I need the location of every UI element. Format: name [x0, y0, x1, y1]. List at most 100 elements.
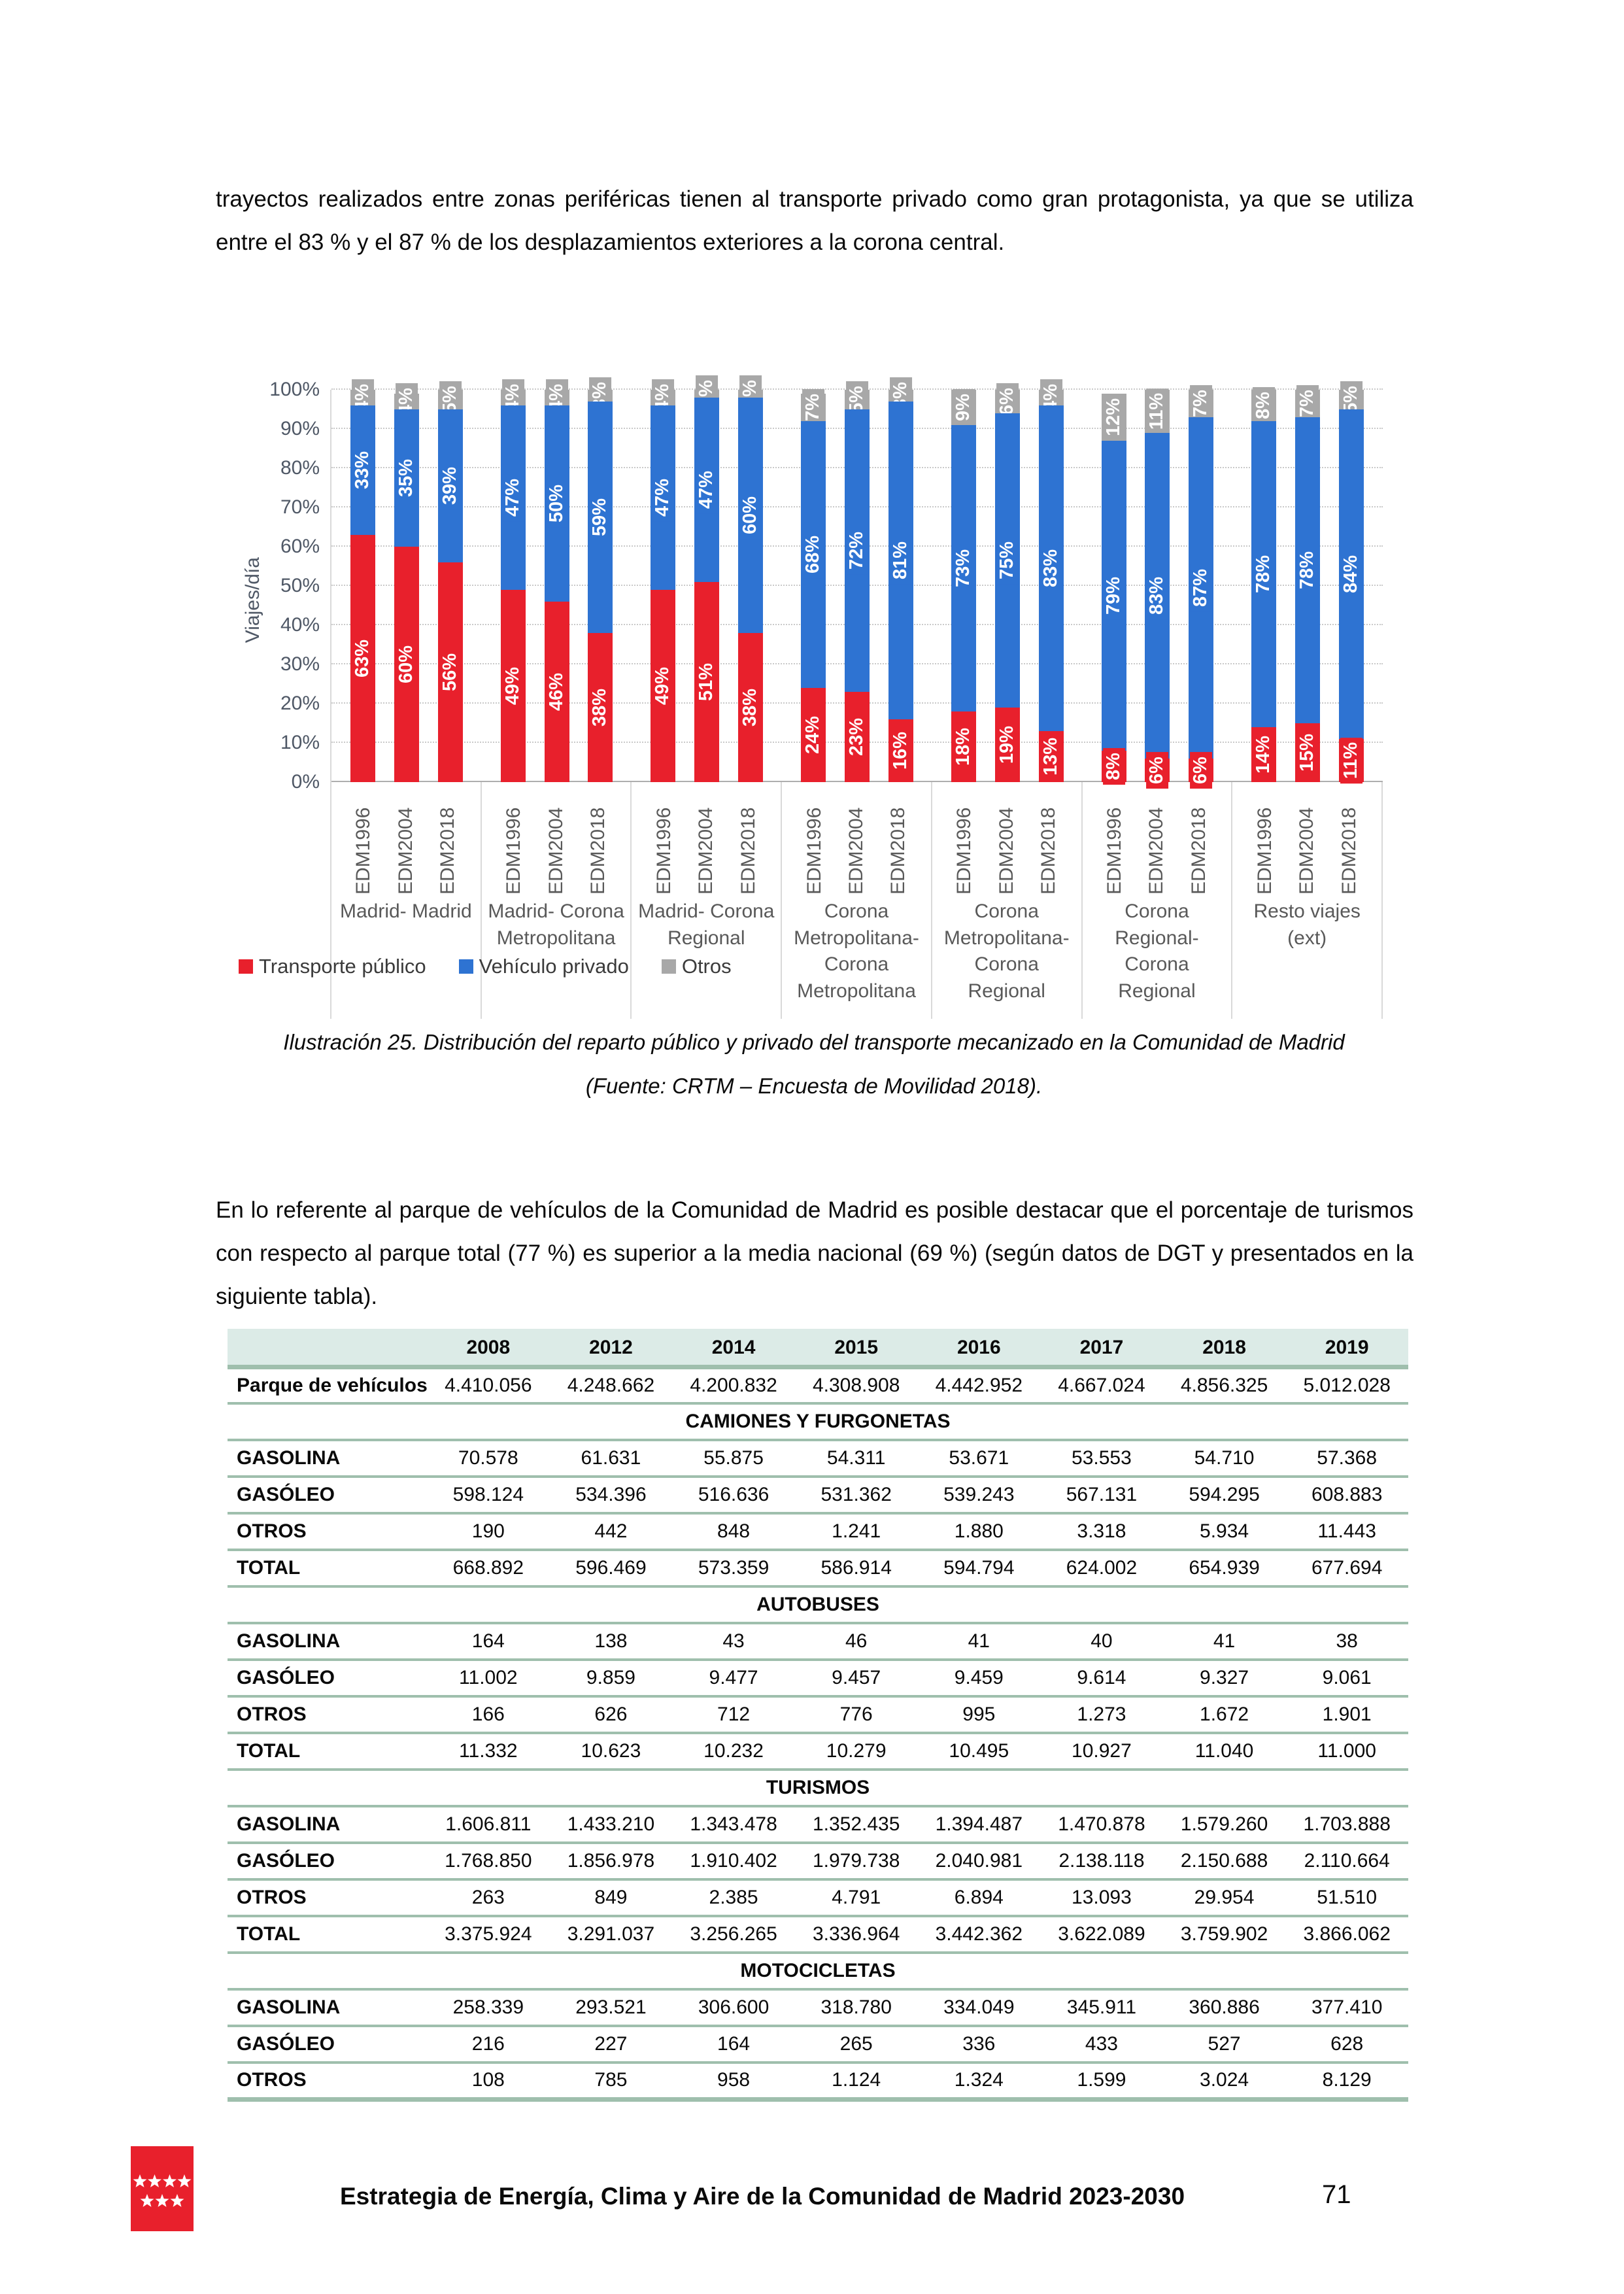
- segment-label: 9%: [952, 389, 975, 426]
- y-tick-label: 10%: [280, 732, 320, 753]
- segment-otros: 5%: [437, 381, 463, 418]
- x-tick-label: EDM1996: [1253, 807, 1276, 895]
- year-header: 2016: [956, 1337, 1001, 1359]
- segment-label: 11%: [1146, 388, 1169, 435]
- edm-labels: EDM1996 EDM2004 EDM2018: [1083, 782, 1232, 895]
- section-row: AUTOBUSES: [228, 1586, 1408, 1623]
- flag-background: [131, 2146, 194, 2231]
- table-cell: 51.510: [1317, 1887, 1378, 1908]
- x-group: EDM1996 EDM2004 EDM2018 Corona Metropolitan…: [782, 782, 932, 1019]
- table-cell: 216: [471, 2033, 505, 2055]
- section-title: CAMIONES Y FURGONETAS: [685, 1411, 951, 1432]
- stacked-bar: 5% 72% 23%: [845, 381, 870, 782]
- year-header: 2018: [1202, 1337, 1246, 1359]
- legend-swatch-otros: [661, 959, 676, 974]
- row-label: GASÓLEO: [237, 1484, 335, 1505]
- table-cell: 108: [471, 2069, 505, 2091]
- segment-otros: 7%: [1189, 385, 1214, 422]
- table-cell: 9.477: [709, 1667, 758, 1688]
- table-cell: 1.433.210: [567, 1813, 655, 1835]
- transport-distribution-chart: Viajes/día 0% 10% 20% 30% 40% 50% 60% 70% 80% 90%…: [235, 361, 1406, 1035]
- table-cell: 1.470.878: [1058, 1813, 1145, 1835]
- segment-label: 60%: [395, 640, 418, 689]
- table-cell: 785: [594, 2069, 628, 2091]
- table-row: OTROS 108 785 958 1.124 1.324 1.599 3.024 8.129: [228, 2063, 1408, 2099]
- table-cell: 336: [962, 2033, 996, 2055]
- table-cell: 11.443: [1317, 1520, 1376, 1542]
- table-row: Parque de vehículos 4.410.056 4.248.662 4.2…: [228, 1367, 1408, 1403]
- segment-privado: 83%: [1145, 433, 1170, 759]
- x-tick-label: EDM1996: [1104, 807, 1126, 895]
- segment-otros: 4%: [544, 379, 569, 416]
- x-tick-label: EDM1996: [503, 807, 525, 895]
- edm-labels: EDM1996 EDM2004 EDM2018: [482, 782, 631, 895]
- row-label: Parque de vehículos: [237, 1374, 428, 1396]
- bar-group: 4% 47% 49% 4% 50% 46% 3% 59% 38%: [482, 377, 632, 782]
- stacked-bar: 5% 84% 11%: [1339, 381, 1364, 784]
- bar-group: 4% 33% 63% 4% 35% 60% 5% 39% 56%: [331, 379, 482, 782]
- table-cell: 190: [471, 1520, 505, 1542]
- segment-privado: 47%: [500, 405, 526, 590]
- segment-label: 38%: [739, 683, 762, 732]
- segment-privado: 83%: [1038, 405, 1064, 731]
- row-label: OTROS: [237, 1520, 307, 1542]
- x-tick-label: EDM2018: [737, 807, 759, 895]
- x-group: EDM1996 EDM2004 EDM2018 Madrid- Madrid: [330, 782, 482, 1019]
- segment-label: 46%: [545, 668, 568, 716]
- table-cell: 360.886: [1189, 1996, 1260, 2018]
- table-cell: 3.759.902: [1180, 1923, 1268, 1945]
- x-tick-label: EDM1996: [652, 807, 675, 895]
- year-header: 2019: [1325, 1337, 1369, 1359]
- section-row: MOTOCICLETAS: [228, 1953, 1408, 1989]
- table-cell: 11.002: [459, 1667, 518, 1688]
- segment-privado: 81%: [888, 402, 913, 719]
- bar-group: 9% 73% 18% 6% 75% 19% 4% 83% 13%: [932, 379, 1083, 782]
- segment-privado: 87%: [1189, 417, 1214, 759]
- table-cell: 9.859: [586, 1667, 635, 1688]
- segment-publico: 6%: [1145, 752, 1170, 789]
- segment-otros: 2%: [738, 375, 764, 412]
- y-tick-label: 20%: [280, 693, 320, 714]
- segment-publico: 38%: [738, 633, 764, 782]
- x-group: EDM1996 EDM2004 EDM2018 Corona Regional- Co…: [1083, 782, 1233, 1019]
- legend-item-otros: Otros: [661, 955, 732, 978]
- group-label: Resto viajes (ext): [1253, 900, 1361, 949]
- corner-cell: [228, 1330, 427, 1367]
- table-cell: 3.318: [1077, 1520, 1126, 1542]
- table-cell: 3.866.062: [1303, 1923, 1391, 1945]
- segment-publico: 8%: [1101, 748, 1126, 785]
- segment-publico: 13%: [1038, 731, 1064, 782]
- edm-labels: EDM1996 EDM2004 EDM2018: [331, 782, 481, 895]
- table-cell: 586.914: [820, 1557, 892, 1579]
- vehicle-fleet-table: 2008 2012 2014 2015 2016 2017 2018 2019 Parque d…: [228, 1329, 1408, 2102]
- segment-publico: 18%: [951, 711, 976, 782]
- y-tick-label: 60%: [280, 536, 320, 557]
- table-cell: 1.273: [1077, 1703, 1126, 1725]
- segment-publico: 15%: [1295, 723, 1321, 782]
- segment-label: 84%: [1340, 550, 1363, 598]
- legend-swatch-privado: [458, 959, 473, 974]
- table-cell: 265: [839, 2033, 873, 2055]
- segment-privado: 47%: [694, 398, 720, 582]
- comunidad-madrid-logo: [131, 2146, 194, 2231]
- segment-publico: 16%: [888, 719, 913, 782]
- table-cell: 3.622.089: [1058, 1923, 1145, 1945]
- x-group: EDM1996 EDM2004 EDM2018 Madrid- Corona Regi…: [632, 782, 783, 1019]
- segment-label: 33%: [351, 446, 374, 494]
- bar-group: 4% 47% 49% 2% 47% 51% 2% 60% 38%: [632, 375, 782, 782]
- segment-publico: 6%: [1189, 752, 1214, 789]
- segment-label: 11%: [1340, 737, 1363, 784]
- table-cell: 608.883: [1311, 1484, 1383, 1505]
- segment-otros: 7%: [1295, 385, 1321, 422]
- stacked-bar: 2% 60% 38%: [738, 375, 764, 782]
- stacked-bar: 7% 78% 15%: [1295, 385, 1321, 782]
- x-tick-label: EDM2018: [586, 807, 609, 895]
- segment-otros: 11%: [1145, 388, 1170, 435]
- group-label: Corona Metropolitana- Corona Regional: [943, 900, 1070, 1002]
- segment-label: 59%: [589, 493, 612, 541]
- stacked-bar: 3% 59% 38%: [588, 377, 613, 782]
- table-cell: 9.061: [1322, 1667, 1372, 1688]
- segment-label: 73%: [952, 544, 975, 592]
- stacked-bar: 4% 35% 60%: [394, 383, 419, 782]
- table-cell: 1.324: [954, 2069, 1004, 2091]
